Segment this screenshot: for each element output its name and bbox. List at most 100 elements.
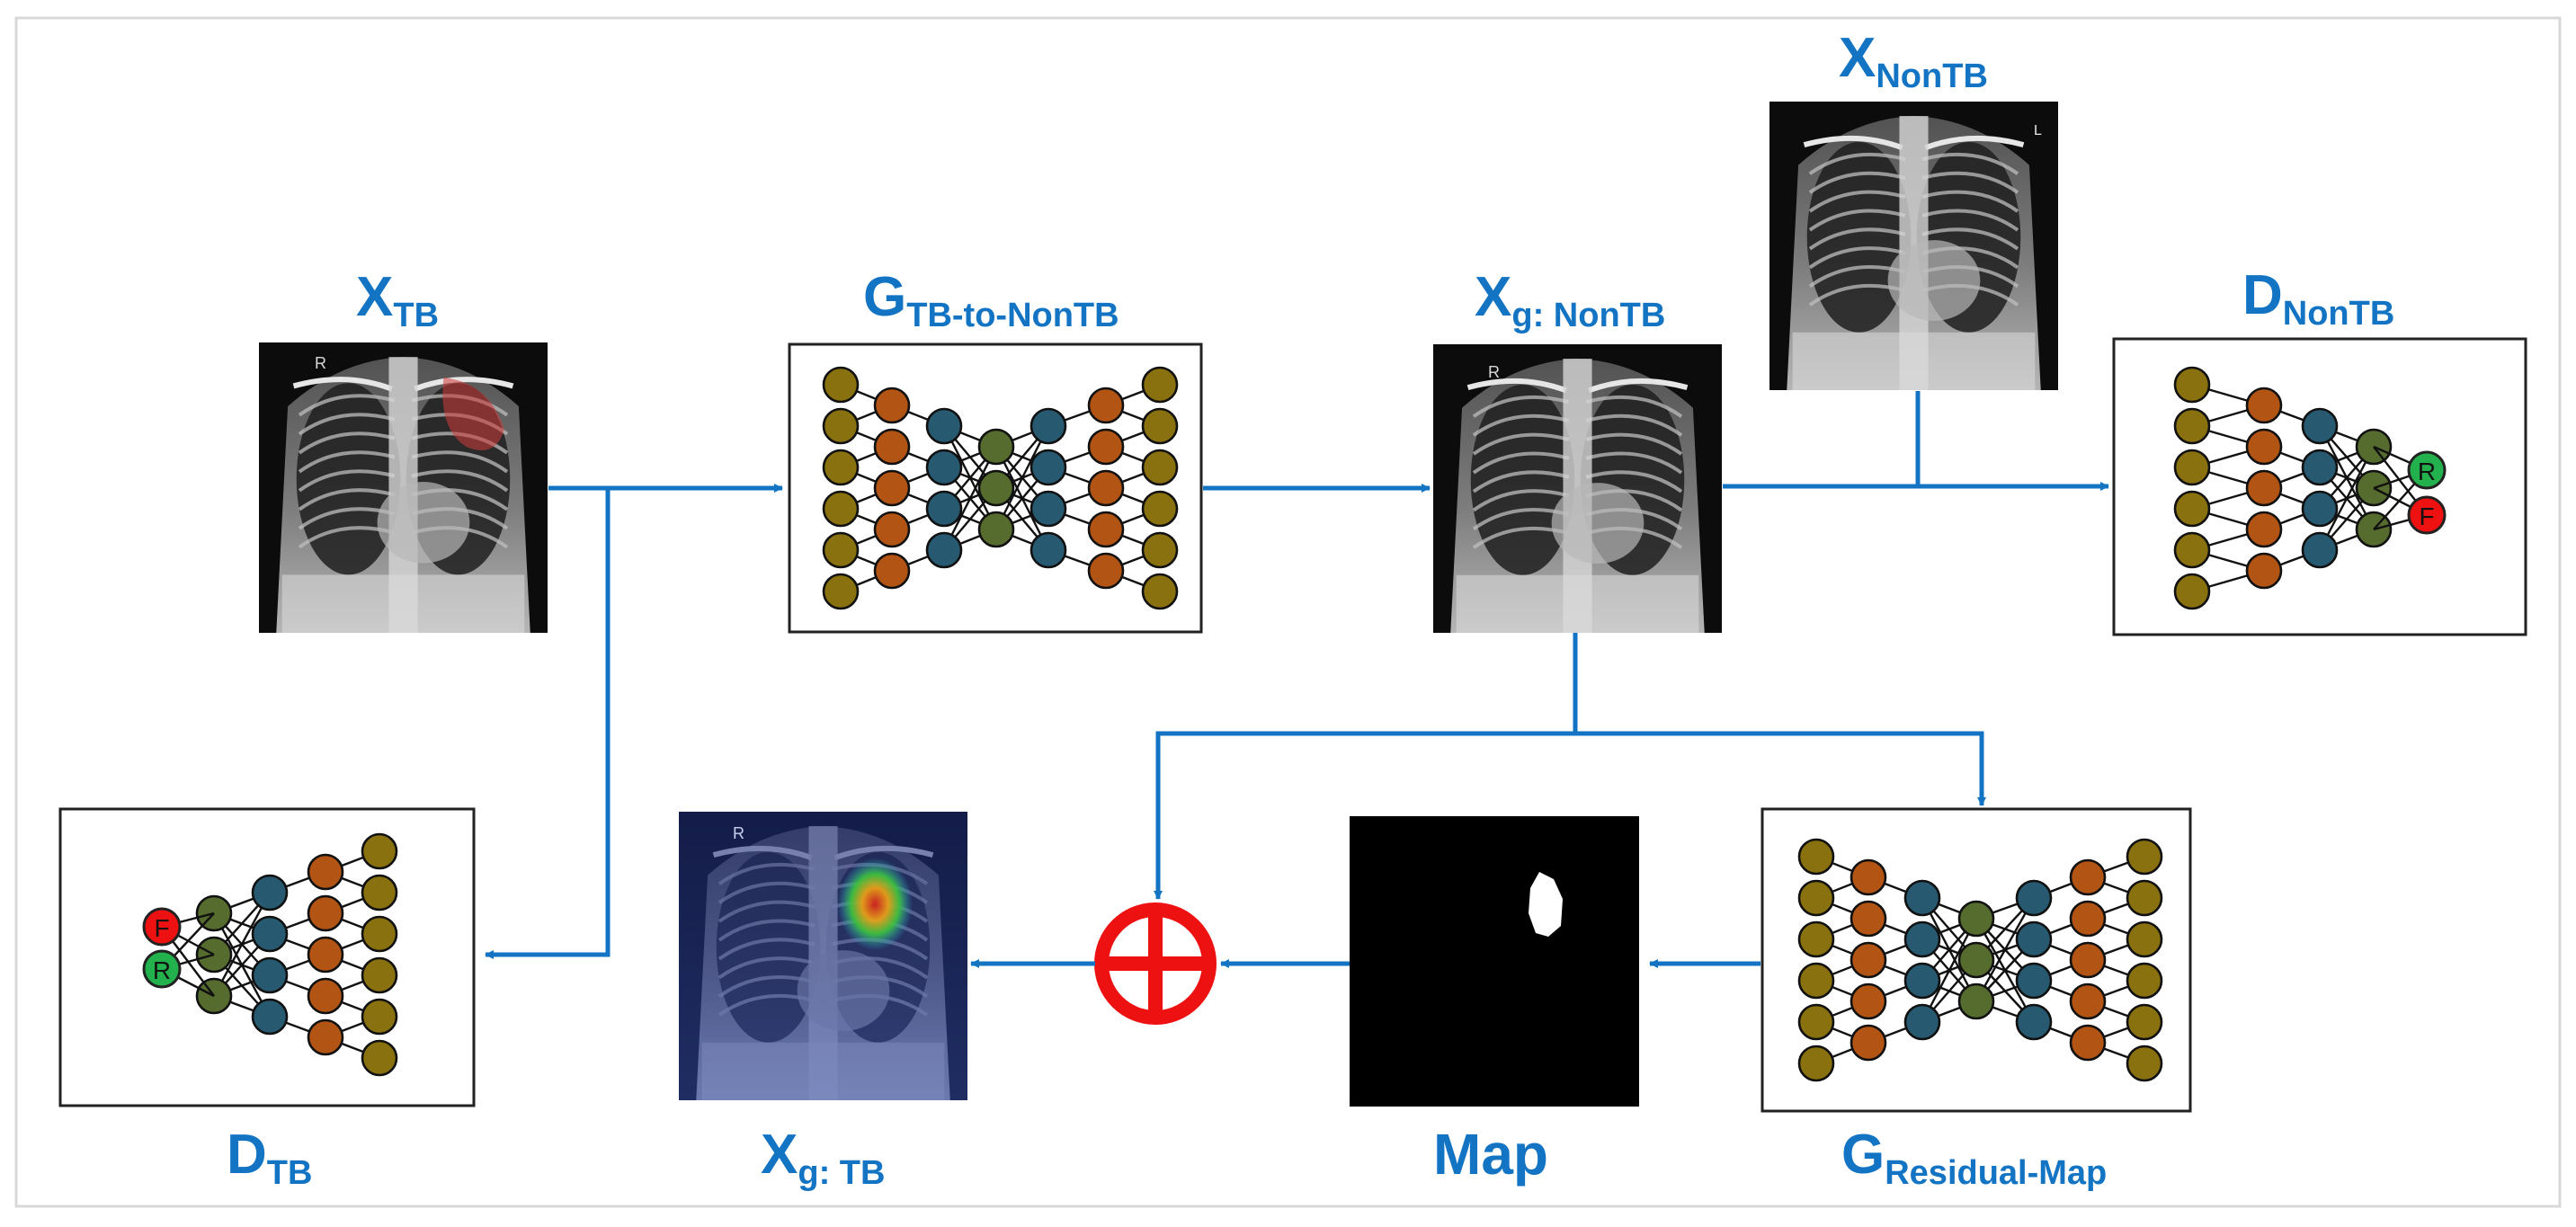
network-node — [925, 449, 963, 486]
network-node — [1850, 982, 1887, 1020]
discriminator-tb-outputs — [142, 907, 182, 989]
x-g-tb-xray-image — [679, 812, 967, 1100]
network-node — [1030, 531, 1067, 569]
connectors — [485, 391, 2109, 968]
discriminator-nontb-network — [2173, 366, 2428, 610]
network-node — [2069, 982, 2107, 1020]
label-discriminator-tb: DTB — [227, 1124, 313, 1192]
network-node — [1141, 490, 1179, 528]
network-node — [873, 552, 911, 590]
network-node — [1141, 449, 1179, 486]
real-output-label: R — [2418, 458, 2436, 485]
network-node — [977, 428, 1015, 466]
network-edge — [212, 892, 272, 997]
fake-output-label: F — [154, 914, 169, 942]
network-node — [1797, 920, 1835, 958]
network-node — [2173, 407, 2211, 445]
label-x-tb: XTB — [356, 266, 440, 334]
network-node — [251, 998, 289, 1036]
network-node — [2069, 941, 2107, 979]
network-node — [2301, 407, 2339, 445]
x-nontb-xray-image — [1769, 102, 2058, 391]
network-node — [1141, 407, 1179, 445]
arrow-xgnontb-to-residual-generator — [1575, 731, 1986, 806]
x-g-nontb-xray-image — [1433, 344, 1722, 633]
network-node — [1030, 449, 1067, 486]
network-node — [1850, 858, 1887, 896]
generator-tb-to-nontb-network — [822, 366, 1179, 610]
network-node — [2173, 490, 2211, 528]
fake-output-node — [2407, 495, 2447, 535]
network-node — [1957, 982, 1995, 1020]
network-node — [1850, 900, 1887, 938]
xray-marker-r: R — [733, 824, 744, 842]
arrow-xtb-to-discriminator-tb — [485, 488, 611, 959]
label-x-g-nontb: Xg: NonTB — [1475, 266, 1666, 334]
network-node — [307, 1018, 344, 1056]
network-node — [2126, 1003, 2163, 1041]
network-node — [2015, 962, 2053, 1000]
network-node — [822, 407, 860, 445]
xray-marker-l: L — [2034, 123, 2042, 138]
network-node — [2015, 879, 2053, 917]
heatmap-overlay — [837, 858, 914, 951]
label-map: Map — [1433, 1122, 1548, 1187]
network-edge — [1974, 897, 2036, 1002]
network-node — [2245, 511, 2283, 548]
network-node — [2245, 469, 2283, 507]
network-node — [2245, 387, 2283, 424]
network-node — [1087, 428, 1125, 466]
outer-frame — [14, 16, 2562, 1208]
network-node — [2126, 879, 2163, 917]
fake-output-node — [142, 907, 182, 947]
network-node — [307, 977, 344, 1015]
network-node — [251, 874, 289, 911]
network-node — [822, 531, 860, 569]
network-edge — [1921, 918, 1978, 1023]
network-node — [1797, 962, 1835, 1000]
network-node — [1797, 879, 1835, 917]
xray-marker-r: R — [315, 354, 326, 372]
network-node — [251, 915, 289, 953]
network-node — [1030, 407, 1067, 445]
network-node — [1957, 941, 1995, 979]
x-tb-xray-image — [259, 342, 548, 633]
fake-output-label: F — [2419, 502, 2434, 530]
network-node — [2173, 531, 2211, 569]
network-node — [873, 469, 911, 507]
attention-overlay — [679, 812, 967, 1100]
network-node — [873, 428, 911, 466]
label-discriminator-nontb: DNonTB — [2242, 264, 2395, 333]
residual-map-image — [1350, 816, 1639, 1107]
network-node — [822, 490, 860, 528]
label-generator-tb-to-nontb: GTB-to-NonTB — [863, 266, 1119, 334]
label-x-nontb: XNonTB — [1839, 27, 1988, 95]
network-node — [2301, 531, 2339, 569]
sum-operator-icon — [1094, 902, 1217, 1025]
network-node — [2126, 962, 2163, 1000]
network-node — [2173, 449, 2211, 486]
network-node — [822, 366, 860, 404]
network-node — [1087, 552, 1125, 590]
label-generator-residual-map: GResidual-Map — [1841, 1124, 2108, 1192]
label-x-g-tb: Xg: TB — [761, 1124, 886, 1192]
network-edge — [994, 425, 1050, 530]
network-node — [977, 511, 1015, 548]
network-node — [925, 407, 963, 445]
network-node — [2069, 900, 2107, 938]
network-node — [1797, 838, 1835, 876]
network-node — [1903, 962, 1941, 1000]
network-node — [361, 998, 398, 1036]
network-node — [822, 449, 860, 486]
network-node — [2245, 428, 2283, 466]
network-node — [822, 573, 860, 610]
network-node — [361, 832, 398, 870]
network-nodes — [822, 366, 1179, 610]
network-node — [2301, 490, 2339, 528]
network-nodes — [1797, 838, 2163, 1082]
network-node — [2126, 1045, 2163, 1082]
real-output-node — [142, 949, 182, 989]
network-node — [307, 853, 344, 891]
network-node — [361, 874, 398, 911]
